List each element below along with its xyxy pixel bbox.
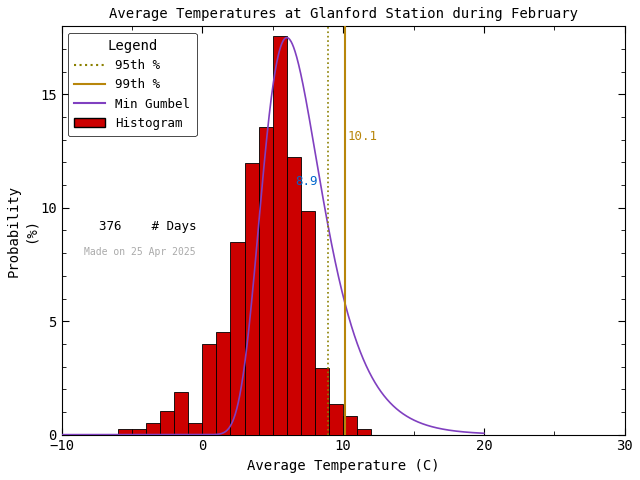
Bar: [216, 332, 230, 434]
Bar: [301, 211, 315, 434]
Bar: [273, 36, 287, 434]
Bar: [146, 422, 160, 434]
Bar: [329, 405, 343, 434]
Bar: [118, 429, 132, 434]
Bar: [188, 422, 202, 434]
Text: 10.1: 10.1: [348, 130, 378, 143]
Bar: [230, 241, 244, 434]
Title: Average Temperatures at Glanford Station during February: Average Temperatures at Glanford Station…: [109, 7, 578, 21]
Legend: 95th %, 99th %, Min Gumbel, Histogram: 95th %, 99th %, Min Gumbel, Histogram: [68, 33, 196, 136]
Bar: [160, 410, 174, 434]
Bar: [174, 393, 188, 434]
Y-axis label: Probability
(%): Probability (%): [7, 184, 37, 276]
Bar: [259, 127, 273, 434]
Text: 376    # Days: 376 # Days: [84, 220, 196, 233]
Text: Made on 25 Apr 2025: Made on 25 Apr 2025: [84, 247, 196, 257]
Bar: [202, 344, 216, 434]
Text: 8.9: 8.9: [295, 175, 317, 188]
Bar: [343, 417, 357, 434]
Bar: [315, 368, 329, 434]
X-axis label: Average Temperature (C): Average Temperature (C): [247, 459, 440, 473]
Bar: [244, 163, 259, 434]
Bar: [357, 429, 371, 434]
Bar: [132, 429, 146, 434]
Bar: [287, 157, 301, 434]
